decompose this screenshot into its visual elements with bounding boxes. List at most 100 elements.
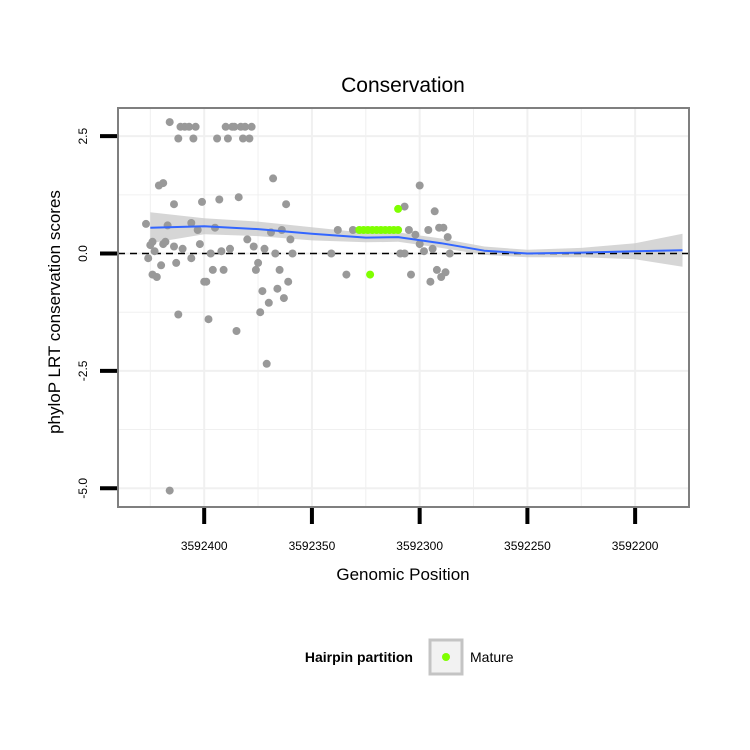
point-other-38 — [215, 195, 224, 204]
point-other-23 — [185, 122, 194, 131]
legend: Hairpin partition Mature — [305, 638, 514, 676]
point-other-6 — [152, 273, 161, 281]
point-other-4 — [150, 247, 159, 256]
data-points — [142, 118, 454, 495]
point-other-29 — [195, 240, 204, 249]
point-other-95 — [443, 233, 452, 242]
x-axis: 3592400 3592350 3592300 3592250 3592200 — [181, 508, 659, 553]
point-other-60 — [262, 359, 271, 368]
point-other-0 — [142, 219, 150, 228]
point-other-93 — [439, 223, 448, 232]
point-other-28 — [193, 226, 202, 234]
point-other-87 — [426, 277, 435, 286]
point-other-86 — [424, 226, 433, 234]
point-other-96 — [445, 249, 454, 258]
y-axis-title: phyloP LRT conservation scores — [45, 190, 64, 434]
point-other-53 — [247, 122, 256, 131]
point-other-79 — [400, 202, 409, 211]
point-other-90 — [432, 265, 441, 274]
point-other-47 — [234, 193, 243, 202]
point-other-63 — [269, 174, 278, 183]
point-other-11 — [161, 237, 170, 246]
point-other-27 — [191, 122, 200, 131]
point-other-75 — [342, 270, 351, 279]
point-other-54 — [249, 242, 258, 251]
point-other-66 — [275, 265, 284, 274]
point-other-64 — [271, 249, 280, 258]
plot-grid — [118, 108, 689, 507]
y-tick-label-2: -2.5 — [76, 360, 90, 381]
point-mature-3 — [366, 270, 375, 279]
point-other-74 — [333, 226, 342, 234]
point-other-25 — [189, 134, 198, 143]
y-tick-label-3: -5.0 — [76, 478, 90, 499]
point-other-73 — [327, 249, 336, 258]
point-other-14 — [165, 486, 174, 495]
legend-key-mature — [442, 653, 450, 661]
x-tick-label-2: 3592300 — [396, 539, 443, 553]
point-other-16 — [170, 200, 178, 209]
legend-label-mature: Mature — [470, 649, 514, 665]
x-tick-label-3: 3592250 — [504, 539, 551, 553]
y-tick-label-1: 0.0 — [76, 245, 90, 262]
smooth-line-layer — [150, 225, 683, 255]
plot-panel-border — [117, 107, 690, 508]
point-other-69 — [282, 200, 291, 209]
point-other-18 — [174, 134, 183, 143]
point-other-46 — [232, 327, 241, 335]
point-other-17 — [172, 258, 181, 267]
point-other-56 — [254, 258, 263, 267]
point-mature-11 — [394, 204, 403, 213]
point-other-50 — [241, 122, 250, 131]
point-other-65 — [273, 284, 282, 293]
y-tick-label-0: 2.5 — [76, 128, 90, 145]
point-other-24 — [187, 219, 196, 227]
point-other-49 — [239, 134, 247, 143]
smooth-line — [150, 225, 683, 255]
point-other-3 — [148, 237, 157, 246]
point-other-83 — [415, 240, 424, 249]
point-other-68 — [279, 294, 288, 303]
point-other-57 — [256, 308, 265, 317]
chart-title: Conservation — [341, 74, 465, 97]
point-other-15 — [170, 242, 178, 251]
point-other-9 — [159, 179, 168, 188]
point-other-94 — [441, 268, 450, 277]
point-other-26 — [187, 254, 196, 263]
x-tick-label-4: 3592200 — [612, 539, 659, 553]
point-other-78 — [400, 249, 409, 258]
point-other-51 — [243, 235, 252, 244]
point-other-43 — [226, 244, 234, 253]
point-other-39 — [217, 247, 226, 256]
point-other-71 — [286, 235, 295, 244]
point-other-40 — [219, 265, 228, 274]
point-other-19 — [174, 310, 183, 319]
point-other-42 — [223, 134, 232, 143]
point-other-21 — [178, 244, 187, 253]
point-other-88 — [428, 244, 437, 253]
point-other-45 — [230, 122, 239, 131]
y-axis: 2.5 0.0 -2.5 -5.0 — [76, 128, 117, 499]
point-other-70 — [284, 277, 293, 286]
point-other-35 — [208, 265, 217, 274]
point-other-81 — [407, 270, 415, 279]
point-other-59 — [260, 244, 269, 253]
point-other-76 — [348, 226, 357, 234]
point-other-33 — [204, 315, 213, 324]
point-other-37 — [213, 134, 222, 143]
x-axis-title: Genomic Position — [336, 565, 469, 584]
point-other-82 — [411, 230, 420, 239]
point-other-55 — [251, 265, 260, 274]
point-other-32 — [202, 277, 211, 286]
point-other-30 — [198, 197, 206, 206]
point-other-41 — [221, 122, 230, 131]
point-other-84 — [415, 181, 424, 190]
point-other-34 — [206, 249, 215, 258]
x-tick-label-1: 3592350 — [289, 539, 336, 553]
legend-title: Hairpin partition — [305, 649, 413, 665]
point-other-85 — [420, 247, 428, 256]
point-other-80 — [404, 226, 413, 234]
point-other-58 — [258, 287, 267, 296]
point-other-1 — [144, 254, 153, 263]
